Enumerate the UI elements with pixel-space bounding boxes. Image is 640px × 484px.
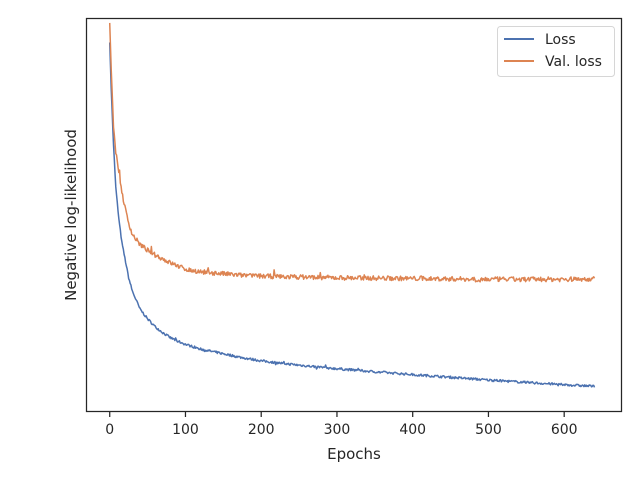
plot-frame — [85, 17, 623, 413]
x-tick-label: 200 — [248, 422, 275, 438]
x-axis-ticks: 0 100 200 300 400 500 600 — [105, 411, 578, 438]
series-layer — [108, 22, 596, 388]
x-tick-label: 400 — [399, 422, 426, 438]
x-tick-label: 0 — [105, 422, 114, 438]
legend-label: Loss — [545, 32, 576, 48]
legend-label: Val. loss — [545, 54, 602, 70]
x-tick-label: 600 — [551, 422, 578, 438]
x-tick-label: 100 — [172, 422, 199, 438]
x-tick-label: 500 — [475, 422, 502, 438]
series-line-loss — [108, 42, 596, 388]
x-axis-label: Epochs — [327, 445, 381, 463]
y-axis-label: Negative log-likelihood — [62, 129, 80, 301]
series-line-val-loss — [108, 22, 596, 283]
legend: Loss Val. loss — [497, 26, 615, 77]
x-tick-label: 300 — [324, 422, 351, 438]
